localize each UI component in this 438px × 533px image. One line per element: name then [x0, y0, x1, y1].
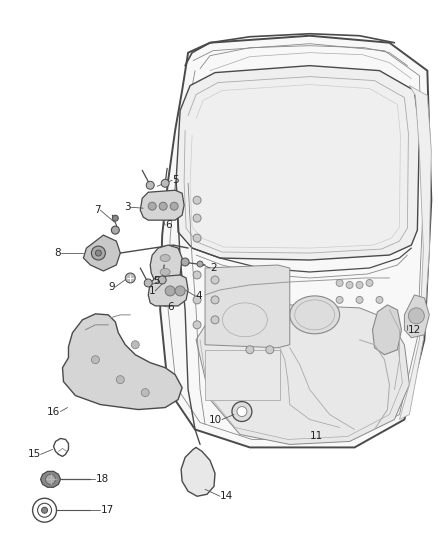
Circle shape	[117, 376, 124, 384]
Circle shape	[46, 474, 56, 484]
Circle shape	[237, 407, 247, 416]
Circle shape	[211, 296, 219, 304]
Text: 15: 15	[27, 449, 41, 459]
Text: 16: 16	[47, 407, 60, 416]
Ellipse shape	[218, 299, 272, 341]
Circle shape	[346, 281, 353, 288]
Circle shape	[356, 281, 363, 288]
Circle shape	[159, 202, 167, 210]
Circle shape	[146, 181, 154, 189]
Circle shape	[336, 279, 343, 286]
Polygon shape	[181, 447, 215, 496]
Text: 4: 4	[195, 291, 202, 301]
Text: 5: 5	[172, 175, 179, 185]
Text: 1: 1	[148, 286, 155, 296]
Polygon shape	[205, 350, 280, 400]
Text: 10: 10	[209, 415, 222, 424]
Circle shape	[193, 321, 201, 329]
Circle shape	[161, 179, 169, 187]
Circle shape	[112, 215, 118, 221]
Polygon shape	[140, 190, 184, 220]
Circle shape	[42, 507, 48, 513]
Circle shape	[408, 308, 424, 324]
Text: 7: 7	[94, 205, 100, 215]
Circle shape	[356, 296, 363, 303]
Polygon shape	[150, 245, 182, 285]
Circle shape	[232, 401, 252, 422]
Circle shape	[193, 196, 201, 204]
Text: 2: 2	[210, 263, 217, 273]
Polygon shape	[160, 36, 431, 447]
Circle shape	[148, 202, 156, 210]
Circle shape	[175, 286, 185, 296]
Circle shape	[193, 271, 201, 279]
Circle shape	[165, 286, 175, 296]
Text: 8: 8	[54, 248, 60, 258]
Circle shape	[211, 276, 219, 284]
Polygon shape	[176, 66, 419, 260]
Text: 18: 18	[95, 474, 109, 484]
Polygon shape	[196, 305, 410, 445]
Circle shape	[181, 258, 189, 266]
Circle shape	[193, 296, 201, 304]
Text: 6: 6	[167, 302, 174, 312]
Circle shape	[336, 296, 343, 303]
Text: 9: 9	[109, 282, 115, 292]
Circle shape	[246, 346, 254, 354]
Polygon shape	[83, 235, 120, 271]
Circle shape	[125, 273, 135, 283]
Text: 12: 12	[407, 325, 420, 335]
Ellipse shape	[160, 269, 170, 276]
Circle shape	[197, 261, 203, 267]
Text: 5: 5	[154, 276, 160, 286]
Circle shape	[170, 202, 178, 210]
Text: 17: 17	[100, 505, 113, 515]
Circle shape	[158, 276, 166, 284]
Ellipse shape	[290, 296, 339, 334]
Ellipse shape	[160, 255, 170, 262]
Polygon shape	[148, 275, 188, 306]
Circle shape	[92, 356, 99, 364]
Circle shape	[376, 296, 383, 303]
Circle shape	[193, 234, 201, 242]
Polygon shape	[63, 314, 182, 409]
Polygon shape	[404, 295, 429, 338]
Circle shape	[111, 226, 119, 234]
Text: 14: 14	[220, 491, 233, 501]
Text: 3: 3	[124, 202, 130, 212]
Circle shape	[131, 341, 139, 349]
Circle shape	[193, 214, 201, 222]
Circle shape	[141, 389, 149, 397]
Circle shape	[144, 279, 152, 287]
Polygon shape	[372, 305, 401, 355]
Circle shape	[266, 346, 274, 354]
Polygon shape	[399, 86, 431, 419]
Polygon shape	[41, 471, 60, 487]
Polygon shape	[205, 265, 290, 348]
Text: 11: 11	[310, 431, 323, 441]
Circle shape	[211, 316, 219, 324]
Circle shape	[92, 246, 106, 260]
Text: 6: 6	[165, 220, 172, 230]
Circle shape	[95, 250, 101, 256]
Circle shape	[366, 279, 373, 286]
